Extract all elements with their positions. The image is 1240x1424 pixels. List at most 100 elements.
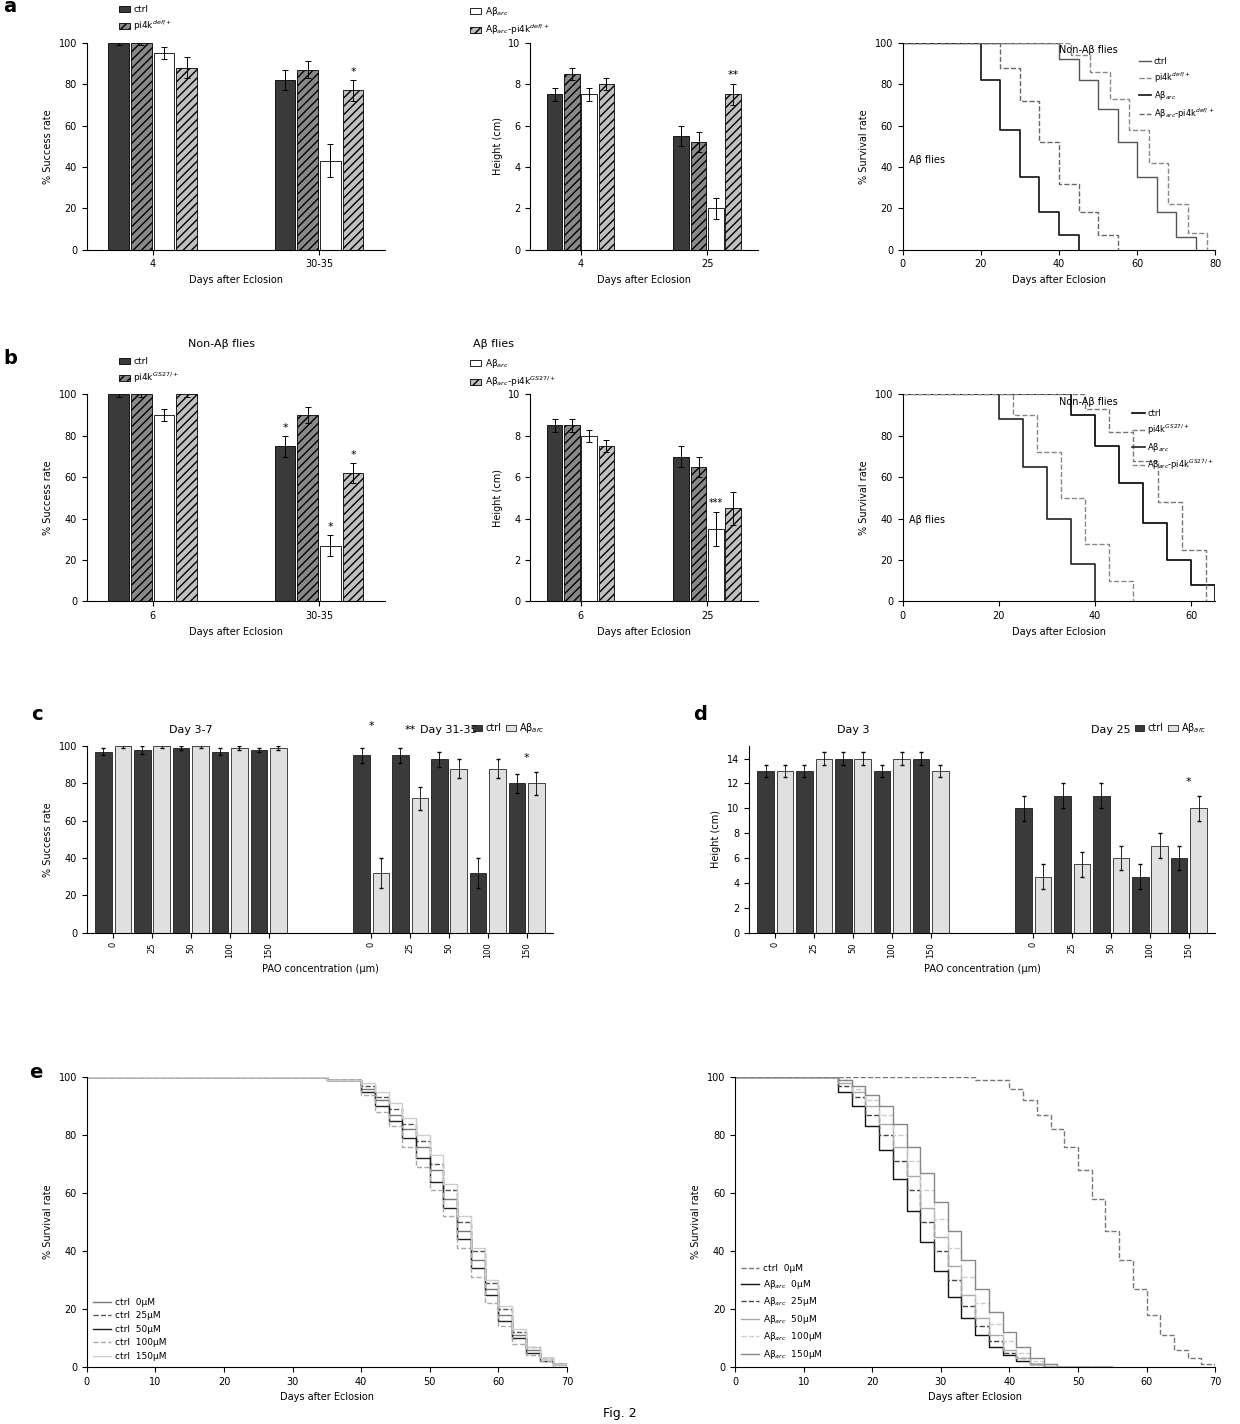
ctrl  100μM xyxy=(353,1071,368,1088)
ctrl  100μM xyxy=(409,1138,424,1155)
ctrl  100μM xyxy=(409,1159,424,1176)
ctrl  0μM xyxy=(477,1252,492,1269)
Legend: ctrl, Aβ$_{arc}$: ctrl, Aβ$_{arc}$ xyxy=(1131,718,1210,739)
ctrl  0μM xyxy=(250,1068,265,1085)
Aβ$_{arc}$  50μM xyxy=(1105,1358,1120,1376)
ctrl  50μM xyxy=(450,1230,465,1247)
ctrl  0μM xyxy=(967,1068,982,1085)
ctrl  25μM xyxy=(505,1324,520,1341)
Aβ$_{arc}$  25μM xyxy=(967,1297,982,1314)
Aβ$_{arc}$ xyxy=(954,34,968,51)
Aβ$_{arc}$  100μM xyxy=(1023,1353,1038,1370)
X-axis label: Days after Eclosion: Days after Eclosion xyxy=(1012,275,1106,285)
Aβ$_{arc}$  150μM xyxy=(981,1303,996,1320)
ctrl  100μM xyxy=(436,1182,451,1199)
Bar xyxy=(547,94,563,249)
Aβ$_{arc}$  0μM xyxy=(1037,1356,1052,1373)
Aβ$_{arc}$  50μM xyxy=(858,1084,873,1101)
Bar xyxy=(1190,809,1207,933)
Aβ$_{arc}$  0μM xyxy=(954,1289,968,1306)
Y-axis label: % Success rate: % Success rate xyxy=(43,460,53,535)
Bar xyxy=(599,84,614,249)
Text: Day 25: Day 25 xyxy=(1091,725,1131,735)
ctrl xyxy=(1149,169,1164,187)
Aβ$_{arc}$  100μM xyxy=(940,1240,955,1257)
Y-axis label: % Survival rate: % Survival rate xyxy=(859,460,869,535)
Bar xyxy=(691,142,707,249)
Aβ$_{arc}$-pi4k$^{def/+}$ xyxy=(895,34,910,51)
Bar xyxy=(298,416,317,601)
ctrl  100μM xyxy=(79,1068,94,1085)
Aβ$_{arc}$  100μM xyxy=(761,1068,776,1085)
Bar xyxy=(1094,796,1110,933)
ctrl  0μM xyxy=(796,1068,811,1085)
ctrl  150μM xyxy=(546,1356,560,1373)
ctrl  25μM xyxy=(436,1156,451,1173)
Legend: ctrl  0μM, ctrl  25μM, ctrl  50μM, ctrl  100μM, ctrl  150μM: ctrl 0μM, ctrl 25μM, ctrl 50μM, ctrl 100… xyxy=(92,1296,169,1363)
ctrl  0μM xyxy=(320,1071,335,1088)
ctrl  50μM xyxy=(491,1312,506,1329)
ctrl xyxy=(1110,134,1125,151)
ctrl  25μM xyxy=(285,1068,300,1085)
Y-axis label: Height (cm): Height (cm) xyxy=(492,117,502,175)
Aβ$_{arc}$-pi4k$^{def/+}$ xyxy=(973,34,988,51)
ctrl xyxy=(1091,71,1106,88)
Bar xyxy=(893,759,910,933)
ctrl  50μM xyxy=(367,1098,382,1115)
Aβ$_{arc}$  0μM xyxy=(940,1263,955,1280)
Aβ$_{arc}$  50μM xyxy=(996,1341,1011,1358)
Aβ$_{arc}$  100μM xyxy=(913,1182,928,1199)
Aβ$_{arc}$  25μM xyxy=(1023,1350,1038,1367)
Aβ$_{arc}$  150μM xyxy=(885,1115,900,1132)
ctrl xyxy=(1130,134,1145,151)
ctrl  150μM xyxy=(148,1068,162,1085)
Bar xyxy=(673,457,689,601)
ctrl  25μM xyxy=(394,1115,409,1132)
Aβ$_{arc}$  100μM xyxy=(872,1106,887,1124)
Text: Aβ flies: Aβ flies xyxy=(909,515,945,525)
Aβ$_{arc}$  50μM xyxy=(926,1199,941,1216)
ctrl  0μM xyxy=(864,1068,879,1085)
Aβ$_{arc}$  50μM xyxy=(1050,1358,1065,1376)
ctrl  0μM xyxy=(491,1280,506,1297)
Aβ$_{arc}$  25μM xyxy=(940,1243,955,1260)
ctrl  150μM xyxy=(285,1068,300,1085)
Aβ$_{arc}$  0μM xyxy=(1105,1358,1120,1376)
Legend: ctrl  0μM, Aβ$_{arc}$  0μM, Aβ$_{arc}$  25μM, Aβ$_{arc}$  50μM, Aβ$_{arc}$  100μ: ctrl 0μM, Aβ$_{arc}$ 0μM, Aβ$_{arc}$ 25μ… xyxy=(739,1262,825,1363)
Aβ$_{arc}$  50μM xyxy=(954,1257,968,1274)
Aβ$_{arc}$  150μM xyxy=(761,1068,776,1085)
ctrl  25μM xyxy=(491,1300,506,1317)
ctrl  50μM xyxy=(505,1330,520,1347)
Y-axis label: % Success rate: % Success rate xyxy=(43,108,53,184)
Aβ$_{arc}$  25μM xyxy=(796,1068,811,1085)
Bar xyxy=(154,53,175,249)
Aβ$_{arc}$  100μM xyxy=(1050,1356,1065,1373)
pi4k$^{def/+}$ xyxy=(895,34,910,51)
Aβ$_{arc}$  100μM xyxy=(1037,1353,1052,1370)
ctrl  0μM xyxy=(381,1106,396,1124)
Aβ$_{arc}$  150μM xyxy=(858,1078,873,1095)
ctrl  150μM xyxy=(409,1109,424,1126)
Aβ$_{arc}$  25μM xyxy=(899,1182,914,1199)
ctrl  0μM xyxy=(1002,1071,1017,1088)
Aβ$_{arc}$  25μM xyxy=(831,1068,846,1085)
ctrl  0μM xyxy=(505,1327,520,1344)
Aβ$_{arc}$  0μM xyxy=(996,1347,1011,1364)
ctrl  50μM xyxy=(464,1230,479,1247)
Bar xyxy=(582,436,596,601)
ctrl  0μM xyxy=(285,1068,300,1085)
Aβ$_{arc}$  50μM xyxy=(1037,1358,1052,1376)
Aβ$_{arc}$ xyxy=(993,71,1008,88)
Bar xyxy=(1152,846,1168,933)
Bar xyxy=(108,394,129,601)
ctrl  0μM xyxy=(367,1081,382,1098)
Line: ctrl  150μM: ctrl 150μM xyxy=(87,1077,567,1367)
ctrl  0μM xyxy=(464,1252,479,1269)
ctrl xyxy=(1188,229,1203,246)
ctrl  25μM xyxy=(409,1115,424,1132)
ctrl  0μM xyxy=(1029,1092,1044,1109)
Aβ$_{arc}$  100μM xyxy=(1050,1358,1065,1376)
Aβ$_{arc}$  0μM xyxy=(913,1202,928,1219)
Aβ$_{arc}$  50μM xyxy=(728,1068,743,1085)
Line: ctrl  100μM: ctrl 100μM xyxy=(87,1077,567,1367)
